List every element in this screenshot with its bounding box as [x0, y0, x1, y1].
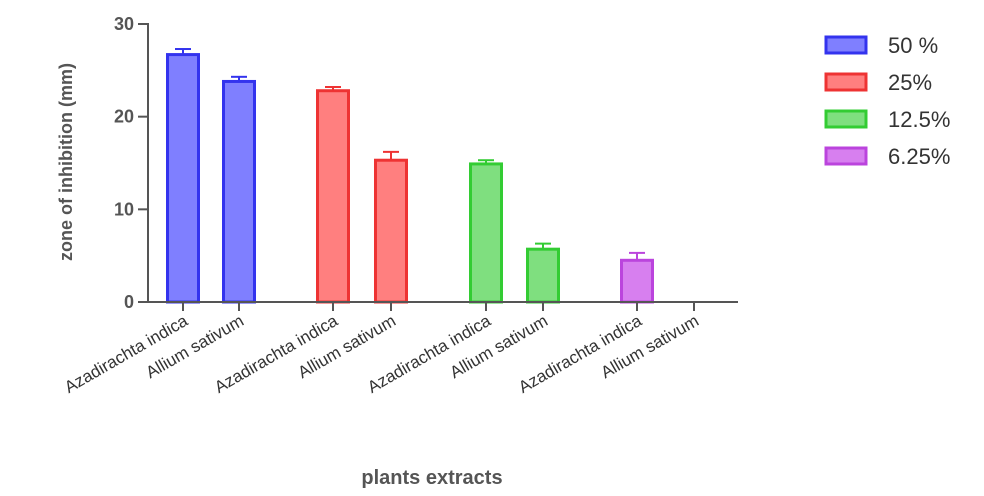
bar: [316, 89, 350, 304]
y-axis-label: zone of inhibition (mm): [56, 63, 76, 261]
legend-swatch: [824, 146, 868, 166]
bar: [374, 158, 408, 304]
y-tick-label: 30: [114, 14, 134, 34]
y-tick-label: 0: [124, 292, 134, 312]
y-tick-label: 20: [114, 107, 134, 127]
bar: [526, 247, 560, 304]
y-tick-label: 10: [114, 199, 134, 219]
legend-label: 25%: [888, 70, 932, 95]
bars-group: [166, 48, 654, 304]
bar: [469, 162, 503, 304]
legend-label: 50 %: [888, 33, 938, 58]
bar: [166, 53, 200, 304]
legend-swatch: [824, 35, 868, 55]
legend-swatch: [824, 109, 868, 129]
legend-label: 12.5%: [888, 107, 950, 132]
bar: [222, 79, 256, 304]
legend-label: 6.25%: [888, 144, 950, 169]
bar: [620, 258, 654, 304]
legend-swatch: [824, 72, 868, 92]
x-axis-label: plants extracts: [361, 467, 502, 489]
legend: 50 % 25% 12.5% 6.25%: [824, 33, 950, 169]
x-tick-label: Allium sativum: [598, 311, 702, 382]
